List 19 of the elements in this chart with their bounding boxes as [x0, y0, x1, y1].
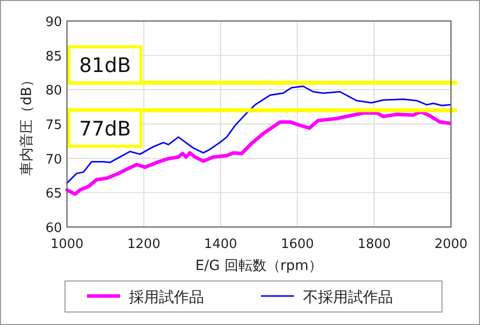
y-tick-label: 90	[45, 15, 62, 30]
y-tick-label: 80	[45, 84, 62, 99]
y-tick-label: 85	[45, 49, 62, 64]
x-tick-label: 1200	[127, 237, 160, 252]
y-tick-label: 65	[45, 186, 62, 202]
ref-line-label: 77dB	[79, 116, 131, 140]
x-tick-label: 2000	[434, 237, 468, 252]
x-tick-label: 1800	[358, 237, 391, 252]
y-tick-label: 75	[45, 118, 62, 133]
legend-label: 採用試作品	[129, 288, 204, 306]
y-tick-label: 60	[45, 221, 62, 236]
ref-line-label: 81dB	[79, 52, 131, 77]
x-axis-title: E/G 回転数（rpm）	[195, 258, 323, 274]
x-tick-label: 1000	[50, 237, 84, 252]
y-tick-label: 70	[45, 152, 62, 168]
x-tick-label: 1400	[204, 237, 238, 252]
legend-label: 不採用試作品	[303, 288, 393, 306]
x-tick-label: 1600	[280, 237, 314, 252]
y-axis-title: 車内音圧（dB）	[19, 72, 35, 176]
